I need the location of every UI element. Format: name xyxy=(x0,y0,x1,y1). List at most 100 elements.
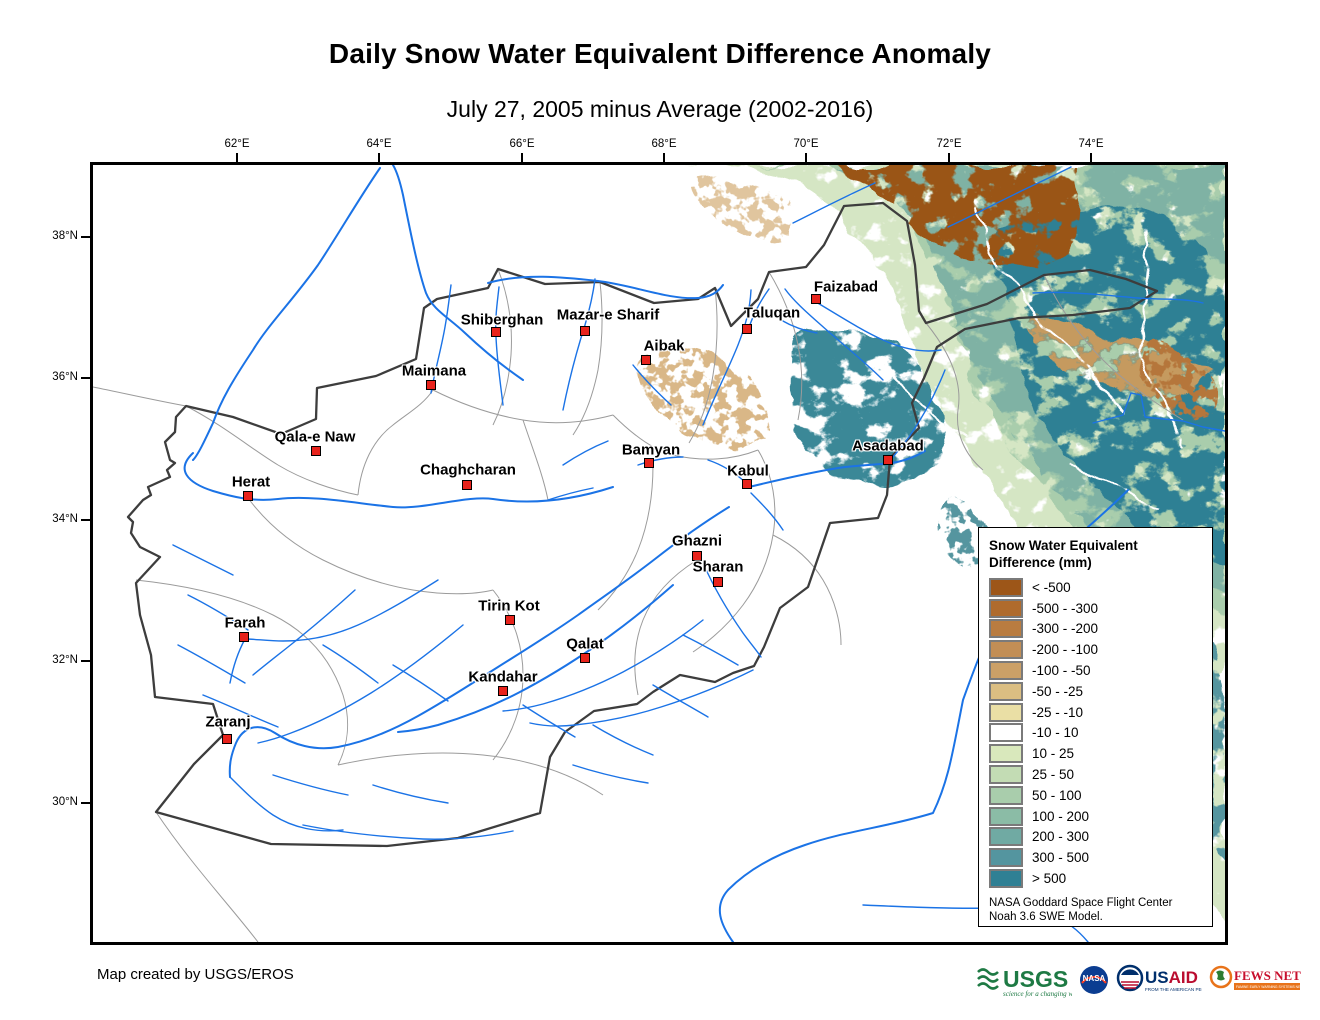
nasa-meatball-icon xyxy=(1080,966,1108,994)
city-marker xyxy=(644,458,654,468)
latitude-tick-label: 34°N xyxy=(52,513,78,525)
legend-entry: -500 - -300 xyxy=(989,598,1206,619)
city-marker xyxy=(491,327,501,337)
city-label: Farah xyxy=(224,614,266,632)
city-label: Tirin Kot xyxy=(478,597,540,615)
legend-entry-label: 25 - 50 xyxy=(1032,767,1075,783)
legend-entry-label: 300 - 500 xyxy=(1032,850,1090,866)
legend-swatch xyxy=(989,869,1023,889)
partner-logos: USGS science for a changing world NASA U… xyxy=(976,954,1301,1006)
fewsnet-banner xyxy=(1234,983,1300,990)
legend-entry: -200 - -100 xyxy=(989,639,1206,660)
legend-title-line2: Difference (mm) xyxy=(989,555,1092,570)
latitude-tick xyxy=(81,519,90,521)
legend-entry-label: -25 - -10 xyxy=(1032,704,1084,720)
city-label: Qala-e Naw xyxy=(274,428,356,446)
city-marker xyxy=(883,455,893,465)
city-marker xyxy=(462,480,472,490)
city-label: Sharan xyxy=(692,558,744,576)
nasa-wordmark: NASA xyxy=(1083,974,1106,983)
usaid-field-icon xyxy=(1121,969,1139,975)
nasa-swoosh-icon xyxy=(1081,976,1107,984)
city-label: Kandahar xyxy=(468,668,538,686)
usgs-logo: USGS science for a changing world xyxy=(976,960,1072,1000)
page-title: Daily Snow Water Equivalent Difference A… xyxy=(328,38,992,69)
legend-entries: < -500 -500 - -300 -300 - -200 -200 - -100 -… xyxy=(989,577,1206,889)
legend: Snow Water Equivalent Difference (mm) < … xyxy=(978,527,1213,927)
city-marker xyxy=(505,615,515,625)
legend-entry-label: > 500 xyxy=(1032,871,1067,887)
longitude-tick xyxy=(805,153,807,162)
longitude-tick-label: 62°E xyxy=(224,138,250,150)
latitude-tick-label: 36°N xyxy=(52,371,78,383)
longitude-tick-label: 66°E xyxy=(509,138,535,150)
city-label: Bamyan xyxy=(621,441,681,459)
neighbor-boundaries xyxy=(93,274,1184,942)
city-label: Maimana xyxy=(401,362,467,380)
legend-entry: 25 - 50 xyxy=(989,764,1206,785)
fewsnet-wordmark: FEWS NET xyxy=(1234,968,1301,983)
longitude-tick-label: 72°E xyxy=(936,138,962,150)
legend-entry-label: -50 - -25 xyxy=(1032,683,1084,699)
legend-title-line1: Snow Water Equivalent xyxy=(989,538,1138,553)
latitude-tick-label: 38°N xyxy=(52,230,78,242)
legend-swatch xyxy=(989,619,1023,639)
legend-entry: 10 - 25 xyxy=(989,743,1206,764)
city-marker xyxy=(498,686,508,696)
longitude-tick xyxy=(663,153,665,162)
usgs-wordmark: USGS xyxy=(1003,966,1068,992)
legend-entry: 200 - 300 xyxy=(989,827,1206,848)
longitude-tick xyxy=(236,153,238,162)
latitude-tick-label: 32°N xyxy=(52,654,78,666)
map-canvas xyxy=(93,165,1225,942)
city-marker xyxy=(243,491,253,501)
city-label: Mazar-e Sharif xyxy=(556,306,660,324)
legend-entry: > 500 xyxy=(989,868,1206,889)
legend-entry-label: 200 - 300 xyxy=(1032,829,1090,845)
legend-swatch xyxy=(989,785,1023,805)
city-label: Shiberghan xyxy=(460,311,544,329)
nasa-logo: NASA xyxy=(1079,965,1109,995)
city-label: Asadabad xyxy=(852,437,924,455)
latitude-tick xyxy=(81,802,90,804)
legend-entry-label: 100 - 200 xyxy=(1032,808,1090,824)
country-outline-afghanistan xyxy=(126,201,1159,848)
legend-footer-line2: Noah 3.6 SWE Model. xyxy=(989,910,1103,923)
fewsnet-tagline: FAMINE EARLY WARNING SYSTEMS NETWORK xyxy=(1236,985,1301,989)
city-label: Chaghcharan xyxy=(420,461,516,479)
city-marker xyxy=(311,446,321,456)
city-marker xyxy=(692,551,702,561)
legend-entry: -10 - 10 xyxy=(989,723,1206,744)
city-marker xyxy=(811,294,821,304)
city-label: Faizabad xyxy=(813,278,879,296)
swe-anomaly-raster xyxy=(638,165,1225,925)
longitude-tick-label: 74°E xyxy=(1078,138,1104,150)
legend-entry-label: 10 - 25 xyxy=(1032,746,1075,762)
city-marker xyxy=(742,324,752,334)
usaid-tagline: FROM THE AMERICAN PEOPLE xyxy=(1145,987,1202,992)
legend-entry: -50 - -25 xyxy=(989,681,1206,702)
city-label: Zaranj xyxy=(205,713,251,731)
usgs-waves-icon xyxy=(977,968,999,990)
latitude-tick-label: 30°N xyxy=(52,796,78,808)
usgs-tagline: science for a changing world xyxy=(1003,990,1072,998)
legend-entry: -100 - -50 xyxy=(989,660,1206,681)
legend-swatch xyxy=(989,765,1023,785)
legend-swatch xyxy=(989,640,1023,660)
longitude-tick xyxy=(948,153,950,162)
legend-entry-label: -100 - -50 xyxy=(1032,663,1091,679)
usaid-stripes-icon xyxy=(1121,981,1139,989)
city-marker xyxy=(641,355,651,365)
city-label: Qalat xyxy=(566,635,604,653)
legend-swatch xyxy=(989,577,1023,597)
city-marker xyxy=(580,653,590,663)
legend-swatch xyxy=(989,702,1023,722)
page-subtitle: July 27, 2005 minus Average (2002-2016) xyxy=(446,96,874,122)
province-boundaries xyxy=(135,268,842,796)
city-label: Taluqan xyxy=(743,304,801,322)
longitude-tick-label: 68°E xyxy=(651,138,677,150)
city-marker xyxy=(426,380,436,390)
latitude-tick xyxy=(81,377,90,379)
fewsnet-land-icon xyxy=(1216,970,1225,981)
